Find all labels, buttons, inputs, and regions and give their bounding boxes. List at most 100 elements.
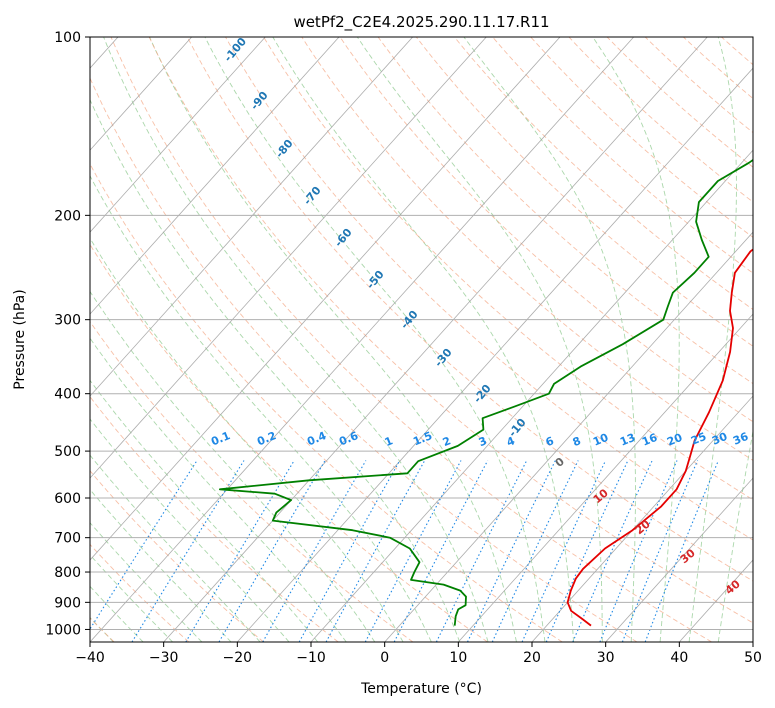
mixing-ratio-line bbox=[393, 460, 489, 642]
dry-adiabat bbox=[90, 543, 190, 642]
mixing-ratio-line bbox=[262, 460, 367, 642]
isotherm bbox=[90, 37, 634, 642]
y-tick-label: 1000 bbox=[45, 622, 81, 638]
moist-adiabat bbox=[272, 37, 575, 642]
y-tick-label: 500 bbox=[54, 444, 81, 460]
dry-adiabat bbox=[186, 37, 753, 582]
mixing-ratio-label: 16 bbox=[640, 431, 659, 449]
mixing-ratio-line bbox=[644, 460, 719, 642]
dry-adiabat bbox=[110, 37, 712, 642]
dry-adiabat bbox=[530, 37, 753, 238]
mixing-ratio-label: 13 bbox=[618, 431, 637, 449]
dry-adiabat bbox=[90, 470, 264, 642]
mixing-ratio-label: 6 bbox=[544, 434, 556, 449]
moist-adiabat bbox=[103, 37, 489, 642]
mixing-ratio-label: 1 bbox=[383, 434, 395, 449]
plot-frame bbox=[89, 36, 754, 643]
mixing-ratio-label: 0.1 bbox=[209, 429, 232, 448]
mixing-ratio-line bbox=[621, 460, 699, 642]
moist-adiabat bbox=[463, 37, 636, 642]
moist-adiabat bbox=[90, 290, 376, 642]
mixing-ratio-line bbox=[599, 460, 678, 642]
x-tick-label: −30 bbox=[149, 650, 179, 666]
dry-adiabat bbox=[225, 37, 753, 541]
dry-adiabat bbox=[415, 37, 753, 347]
x-axis: −40 −30 −20 −10 0 10 20 30 40 50 bbox=[75, 642, 762, 666]
moist-adiabat bbox=[356, 37, 603, 642]
mixing-ratio-label: 8 bbox=[571, 434, 583, 449]
isotherm bbox=[163, 37, 708, 642]
dry-adiabat bbox=[148, 37, 753, 624]
mixing-ratio-line bbox=[435, 460, 528, 642]
mixing-ratio-label: 0.4 bbox=[305, 429, 328, 448]
mixing-ratio-line bbox=[90, 460, 198, 630]
mixing-ratio-line bbox=[325, 460, 426, 642]
y-axis-label: Pressure (hPa) bbox=[12, 289, 28, 389]
mixing-ratio-label: 36 bbox=[731, 430, 750, 448]
moist-adiabat-label: 20 bbox=[633, 517, 653, 537]
isotherm bbox=[90, 37, 487, 479]
mixing-ratio-line bbox=[572, 460, 653, 642]
y-tick-label: 800 bbox=[54, 565, 81, 581]
mixing-ratio-label: 25 bbox=[689, 430, 708, 448]
pressure-grid bbox=[90, 37, 753, 630]
background-lines bbox=[90, 37, 753, 642]
moist-adiabat bbox=[90, 554, 173, 642]
isotherm bbox=[90, 37, 561, 561]
y-tick-label: 600 bbox=[54, 491, 81, 507]
x-tick-label: 10 bbox=[449, 650, 467, 666]
moist-adiabat bbox=[90, 522, 203, 642]
dry-adiabat bbox=[90, 243, 488, 642]
mixing-ratio-line bbox=[545, 460, 629, 642]
dry-adiabat bbox=[90, 163, 563, 642]
mixing-ratio-label: 2 bbox=[441, 434, 453, 449]
mixing-ratio-line bbox=[521, 460, 607, 642]
moist-adiabat bbox=[90, 454, 261, 642]
moist-adiabat-label: 30 bbox=[678, 546, 698, 566]
isotherm bbox=[531, 395, 753, 642]
dry-adiabat bbox=[492, 37, 753, 274]
y-tick-label: 900 bbox=[54, 595, 81, 611]
mixing-ratio-line bbox=[218, 460, 326, 642]
isotherm bbox=[384, 231, 753, 642]
isotherm bbox=[90, 37, 413, 397]
dry-adiabat-label: -70 bbox=[301, 184, 324, 208]
mixing-ratio-label: 3 bbox=[477, 434, 489, 449]
isotherm bbox=[90, 37, 266, 233]
mixing-ratio-line bbox=[185, 460, 295, 642]
moist-adiabat bbox=[204, 37, 546, 642]
dry-adiabat-label: -100 bbox=[221, 35, 249, 65]
mixing-ratio-label: 30 bbox=[710, 430, 729, 448]
mixing-ratio-line bbox=[467, 460, 556, 642]
dry-adiabat bbox=[263, 37, 753, 501]
moist-adiabat bbox=[592, 37, 680, 642]
chart-title: wetPf2_C2E4.2025.290.11.17.R11 bbox=[293, 13, 549, 32]
dry-adiabat bbox=[721, 37, 753, 66]
x-tick-label: 30 bbox=[597, 650, 615, 666]
y-tick-label: 300 bbox=[54, 313, 81, 329]
mixing-ratio-label: 10 bbox=[591, 431, 610, 449]
isotherm bbox=[458, 313, 753, 642]
y-tick-label: 700 bbox=[54, 531, 81, 547]
dry-adiabat bbox=[90, 77, 638, 642]
zero-isotherm-label: 0 bbox=[553, 455, 567, 470]
isotherm bbox=[310, 149, 753, 642]
x-tick-label: −40 bbox=[75, 650, 105, 666]
moist-adiabat bbox=[90, 418, 290, 642]
y-tick-label: 400 bbox=[54, 387, 81, 403]
y-tick-label: 200 bbox=[54, 208, 81, 224]
dewpoint-line bbox=[219, 158, 753, 626]
moist-adiabat bbox=[90, 174, 432, 642]
dry-adiabat-label: -40 bbox=[398, 308, 421, 332]
y-tick-label: 100 bbox=[54, 30, 81, 46]
mixing-ratio-label: 0.2 bbox=[255, 429, 278, 448]
mixing-ratio-line bbox=[364, 460, 462, 642]
dry-adiabat bbox=[377, 37, 753, 385]
x-tick-label: 40 bbox=[670, 650, 688, 666]
x-axis-label: Temperature (°C) bbox=[360, 681, 482, 697]
dry-adiabat-label: -90 bbox=[248, 89, 271, 113]
dry-adiabat bbox=[90, 395, 339, 642]
dry-adiabat bbox=[568, 37, 753, 203]
moist-adiabat bbox=[90, 98, 461, 642]
